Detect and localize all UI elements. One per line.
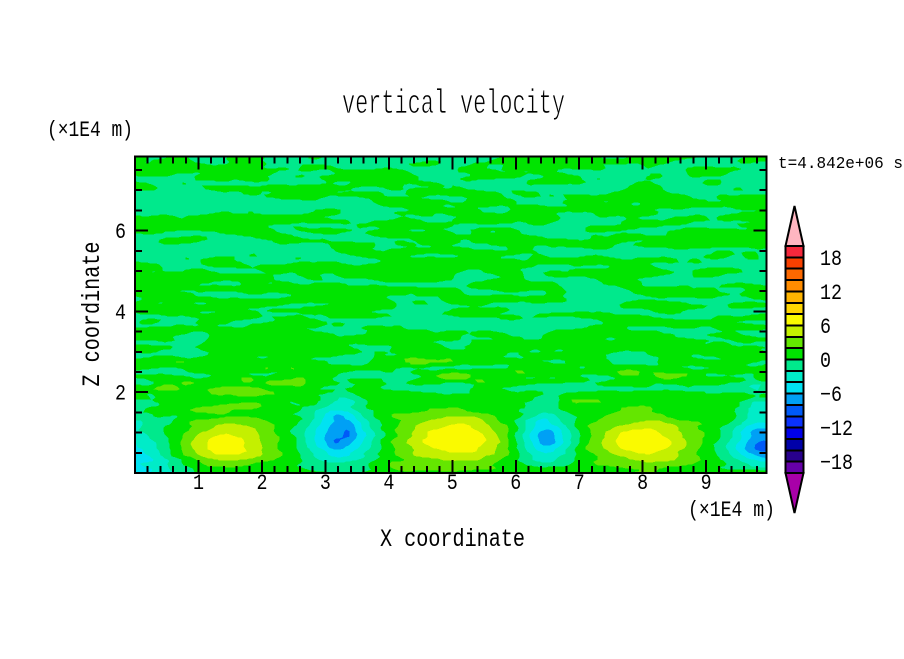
svg-text:−6: −6 [820,383,842,408]
svg-text:18: 18 [820,247,842,272]
svg-text:8: 8 [637,471,648,496]
svg-text:vertical velocity: vertical velocity [342,86,565,124]
svg-text:6: 6 [115,220,126,245]
svg-text:4: 4 [383,471,394,496]
svg-text:Z coordinate: Z coordinate [78,242,107,387]
svg-text:2: 2 [256,471,267,496]
svg-text:6: 6 [820,315,831,340]
svg-text:−12: −12 [820,417,853,442]
svg-text:7: 7 [574,471,585,496]
svg-text:X coordinate: X coordinate [380,525,525,554]
svg-text:t=4.842e+06 s: t=4.842e+06 s [778,155,903,174]
svg-text:12: 12 [820,281,842,306]
svg-text:(×1E4 m): (×1E4 m) [688,498,775,523]
svg-text:1: 1 [193,471,204,496]
svg-text:−18: −18 [820,451,853,476]
svg-text:0: 0 [820,349,831,374]
svg-text:6: 6 [510,471,521,496]
svg-text:2: 2 [115,382,126,407]
svg-text:(×1E4 m): (×1E4 m) [47,118,133,143]
svg-text:5: 5 [447,471,458,496]
svg-text:4: 4 [115,301,126,326]
svg-text:9: 9 [701,471,712,496]
svg-text:3: 3 [320,471,331,496]
